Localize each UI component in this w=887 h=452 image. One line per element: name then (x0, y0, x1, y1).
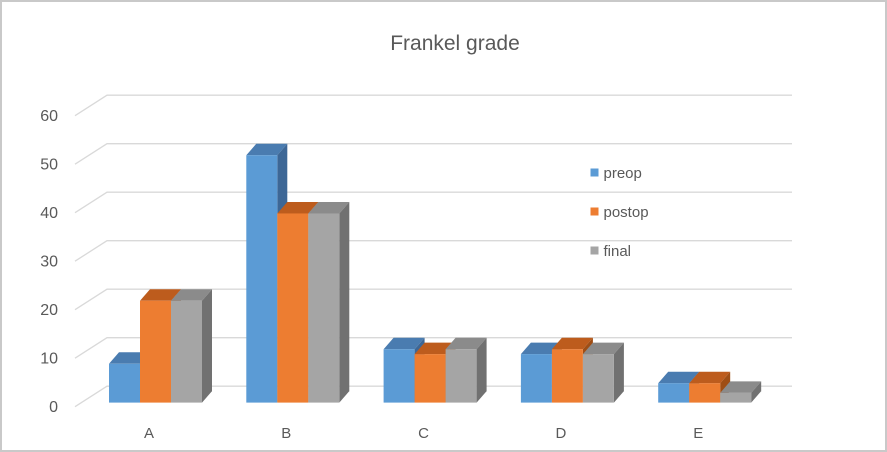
bars-group (109, 143, 762, 403)
bar-front-face (720, 392, 752, 403)
bar-final-A (171, 289, 212, 403)
category-label-A: A (144, 425, 154, 442)
bar-front-face (140, 300, 171, 403)
legend-item-postop: postop (590, 204, 649, 221)
bar-side-face (613, 342, 624, 403)
y-tick-label-0: 0 (49, 399, 58, 416)
bar-front-face (109, 363, 140, 403)
legend-swatch-preop (590, 168, 599, 177)
bar-final-C (445, 337, 487, 403)
bar-top-face (308, 201, 350, 214)
bar-front-face (246, 155, 278, 403)
bar-top-face (414, 342, 456, 355)
gridline-10 (74, 337, 792, 359)
bar-top-face (720, 381, 762, 393)
x-axis-category-labels: A B C D E (144, 425, 703, 442)
y-tick-label-60: 60 (40, 108, 58, 125)
y-axis-tick-labels: 0 10 20 30 40 50 60 (40, 108, 58, 416)
legend-label-preop: preop (604, 165, 642, 182)
bar-front-face (414, 354, 446, 403)
bar-top-face (246, 143, 288, 156)
bar-top-face (277, 201, 319, 214)
legend-label-final: final (604, 243, 632, 260)
bar-front-face (308, 213, 340, 403)
bar-top-face (551, 337, 593, 350)
bar-top-face (383, 337, 425, 350)
bar-top-face (171, 289, 212, 301)
bar-side-face (476, 337, 487, 403)
gridline-30 (74, 240, 792, 262)
bar-front-face (658, 383, 690, 403)
category-label-D: D (555, 425, 566, 442)
y-tick-label-10: 10 (40, 351, 58, 368)
bar-top-face (109, 352, 150, 364)
bar-top-face (520, 342, 562, 355)
legend-label-postop: postop (604, 204, 649, 221)
bar-side-face (339, 201, 350, 403)
bar-front-face (582, 354, 614, 403)
y-tick-label-40: 40 (40, 205, 58, 222)
bar-front-face (520, 354, 552, 403)
legend-swatch-final (590, 246, 599, 255)
gridlines (74, 94, 792, 408)
gridline-50 (74, 143, 792, 165)
y-tick-label-20: 20 (40, 302, 58, 319)
bar-final-D (582, 342, 624, 403)
legend-swatch-postop (590, 207, 599, 216)
gridline-20 (74, 288, 792, 311)
chart-title: Frankel grade (390, 32, 520, 55)
bar-side-face (751, 381, 762, 403)
legend-item-final: final (590, 243, 632, 260)
bar-front-face (277, 213, 309, 403)
bar-top-face (140, 289, 181, 301)
gridline-40 (74, 191, 792, 214)
bar-front-face (445, 349, 477, 403)
bar-front-face (551, 349, 583, 403)
bar-top-face (658, 371, 700, 384)
y-tick-label-30: 30 (40, 254, 58, 271)
category-label-C: C (418, 425, 429, 442)
category-label-E: E (693, 425, 703, 442)
gridline-60 (74, 94, 792, 117)
category-label-B: B (281, 425, 291, 442)
bar-side-face (202, 289, 212, 403)
y-tick-label-50: 50 (40, 157, 58, 174)
bar-top-face (445, 337, 487, 350)
bar-final-E (720, 381, 762, 403)
legend: preop postop final (590, 165, 649, 260)
bar-front-face (383, 349, 415, 403)
bar-top-face (582, 342, 624, 355)
bar-top-face (689, 371, 731, 384)
legend-item-preop: preop (590, 165, 642, 182)
bar-front-face (689, 383, 721, 403)
bar-front-face (171, 300, 202, 403)
bar-final-B (308, 201, 350, 403)
